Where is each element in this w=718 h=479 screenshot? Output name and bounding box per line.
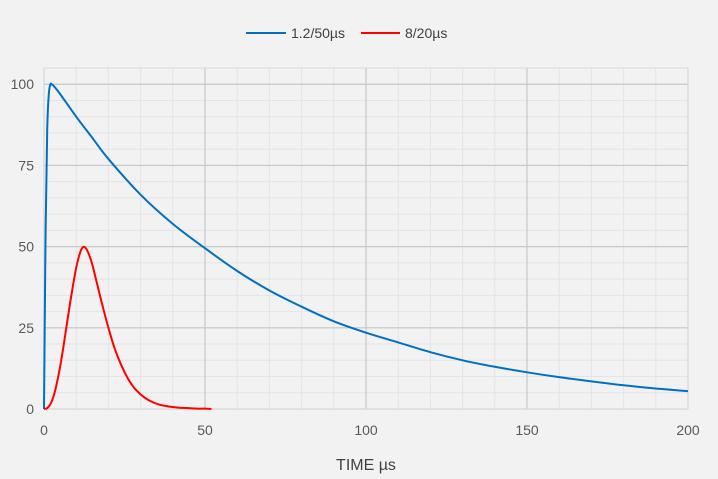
- x-tick-label: 150: [515, 422, 539, 438]
- y-tick-label: 25: [18, 320, 34, 336]
- y-axis-ticks: 0 25 50 75 100: [11, 76, 35, 417]
- x-tick-label: 50: [197, 422, 213, 438]
- x-tick-label: 100: [354, 422, 378, 438]
- legend-label-0: 1.2/50µs: [291, 25, 345, 41]
- y-tick-label: 75: [18, 157, 34, 173]
- series-line-0: [43, 82, 689, 410]
- x-axis-title: TIME µs: [336, 457, 396, 474]
- series-layer: [43, 82, 689, 410]
- series-line-1: [43, 245, 212, 410]
- x-tick-label: 0: [40, 422, 48, 438]
- y-tick-label: 100: [11, 76, 35, 92]
- x-axis-ticks: 0 50 100 150 200: [40, 422, 700, 438]
- legend-label-1: 8/20µs: [405, 25, 447, 41]
- plot-area-frame: [43, 67, 689, 410]
- y-tick-label: 50: [18, 239, 34, 255]
- legend: 1.2/50µs 8/20µs: [246, 25, 447, 41]
- x-tick-label: 200: [676, 422, 700, 438]
- y-tick-label: 0: [26, 401, 34, 417]
